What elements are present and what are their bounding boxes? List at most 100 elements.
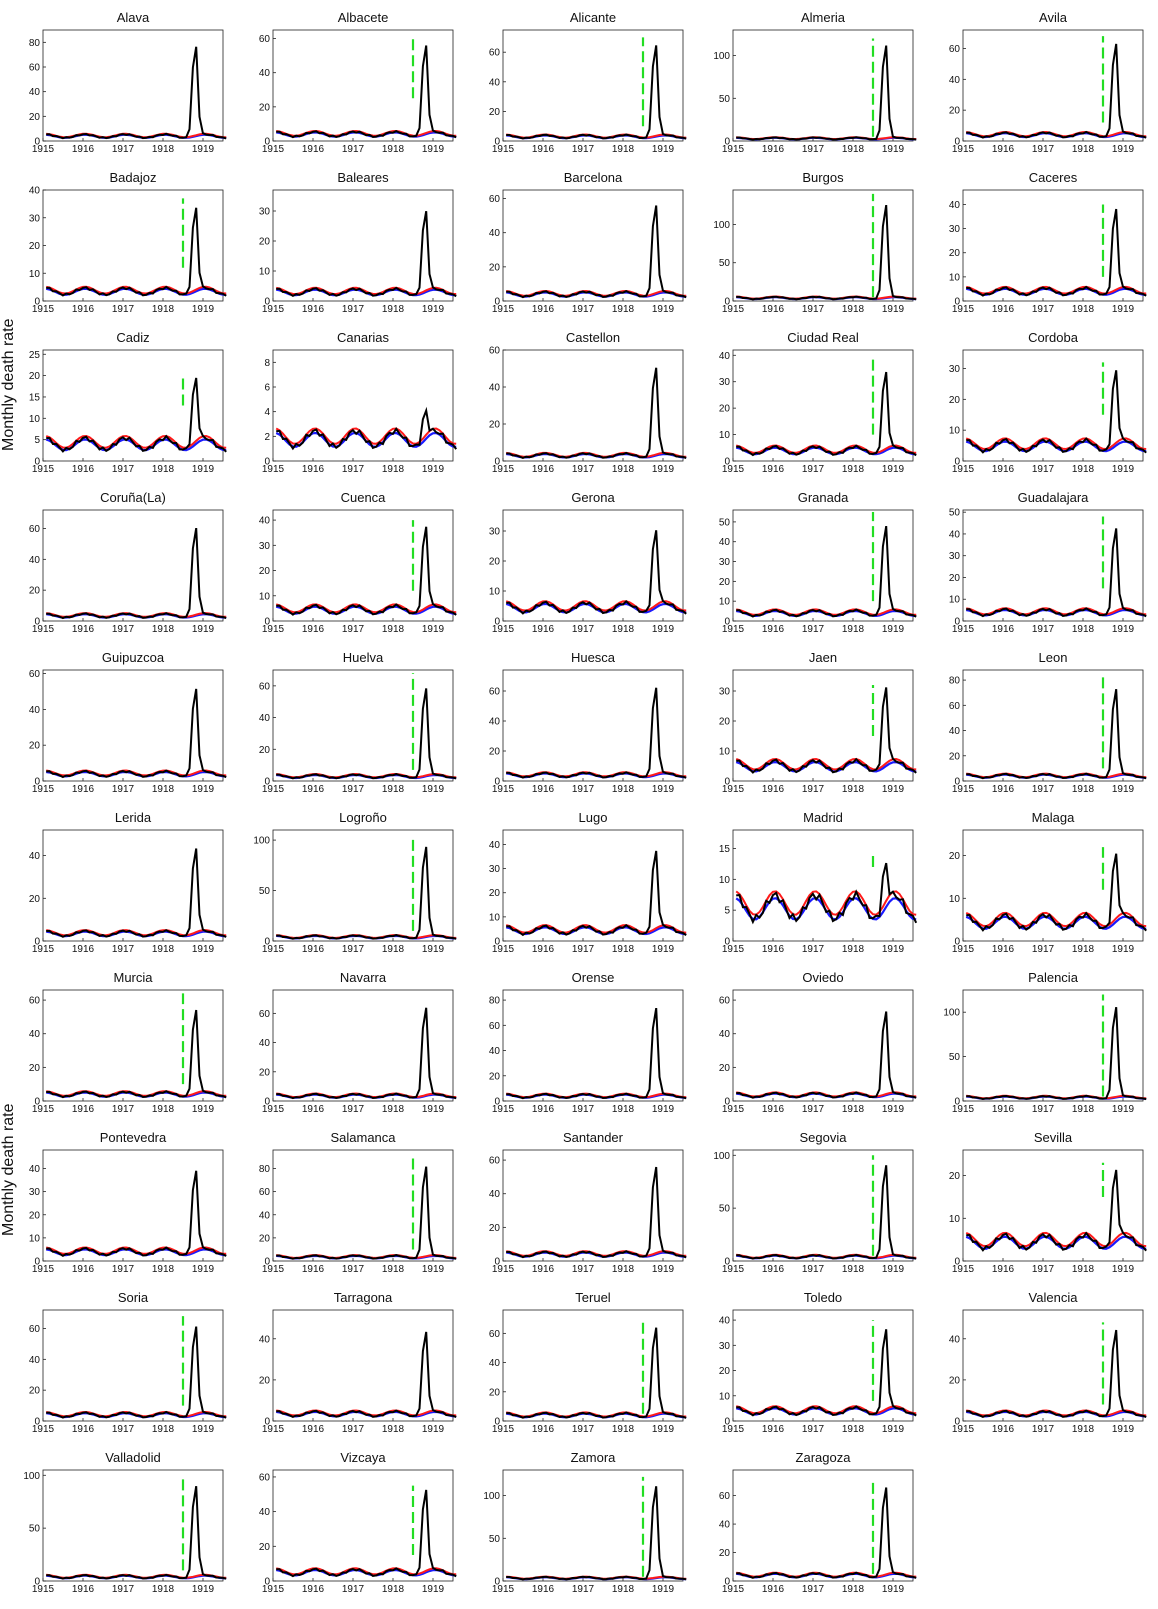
y-tick-label: 20 — [949, 1375, 961, 1386]
y-tick-label: 60 — [489, 1329, 501, 1340]
x-tick-label: 1917 — [572, 464, 595, 475]
x-tick-label: 1916 — [762, 1104, 785, 1115]
y-tick-label: 60 — [259, 1472, 271, 1483]
panel-baleares: Baleares 0 10 20 30 1915 1916 1917 1918 1919 — [259, 170, 457, 315]
x-tick-label: 1919 — [1112, 304, 1135, 315]
x-tick-label: 1919 — [422, 144, 445, 155]
y-tick-label: 60 — [29, 669, 41, 680]
panel-almeria: Almeria 0 50 100 1915 1916 1917 1918 1919 — [713, 10, 917, 155]
x-tick-label: 1918 — [842, 624, 865, 635]
x-tick-label: 1916 — [532, 304, 555, 315]
x-tick-label: 1916 — [532, 1264, 555, 1275]
x-tick-label: 1916 — [762, 144, 785, 155]
panel-valencia: Valencia 0 20 40 1915 1916 1917 1918 1919 — [949, 1290, 1147, 1435]
y-tick-label: 0 — [954, 457, 960, 468]
y-tick-label: 0 — [34, 457, 40, 468]
y-tick-label: 40 — [29, 186, 41, 197]
y-tick-label: 30 — [489, 527, 501, 538]
panel-title: Barcelona — [564, 170, 623, 185]
y-tick-label: 20 — [29, 241, 41, 252]
panel-title: Lugo — [579, 810, 608, 825]
series-observed — [46, 688, 227, 779]
plot-frame — [732, 669, 914, 782]
panel-title: Coruña(La) — [100, 490, 166, 505]
plot-frame — [272, 989, 454, 1102]
x-tick-label: 1915 — [722, 944, 745, 955]
plot-frame — [732, 189, 914, 302]
y-tick-label: 0 — [954, 137, 960, 148]
y-tick-label: 10 — [29, 1233, 41, 1244]
y-tick-label: 0 — [264, 1097, 270, 1108]
panel-santander: Santander 0 20 40 60 1915 1916 1917 1918 1919 — [489, 1130, 687, 1275]
y-tick-label: 30 — [719, 1341, 731, 1352]
y-tick-label: 40 — [489, 1046, 501, 1057]
x-tick-label: 1919 — [1112, 784, 1135, 795]
x-tick-label: 1915 — [32, 1584, 55, 1595]
panel-title: Alava — [117, 10, 150, 25]
x-tick-label: 1918 — [1072, 144, 1095, 155]
plot-frame — [962, 829, 1144, 942]
panel-jaen: Jaen 0 10 20 30 1915 1916 1917 1918 1919 — [719, 650, 917, 795]
series-observed — [276, 45, 457, 139]
y-tick-label: 20 — [489, 1071, 501, 1082]
panel-lugo: Lugo 0 10 20 30 40 1915 1916 1917 1918 1919 — [489, 810, 687, 955]
x-tick-label: 1916 — [762, 784, 785, 795]
y-tick-label: 0 — [494, 1417, 500, 1428]
panel-title: Santander — [563, 1130, 624, 1145]
x-tick-label: 1919 — [192, 1104, 215, 1115]
y-tick-label: 100 — [713, 51, 730, 62]
plot-frame — [502, 1309, 684, 1422]
y-tick-label: 0 — [494, 777, 500, 788]
panel-title: Zamora — [571, 1450, 617, 1465]
panel-title: Canarias — [337, 330, 390, 345]
x-tick-label: 1915 — [32, 304, 55, 315]
y-tick-label: 60 — [719, 996, 731, 1007]
series-observed — [46, 527, 227, 620]
series-observed — [506, 850, 687, 937]
x-tick-label: 1915 — [952, 784, 975, 795]
x-tick-label: 1917 — [802, 624, 825, 635]
y-tick-label: 0 — [34, 937, 40, 948]
x-tick-label: 1916 — [762, 304, 785, 315]
panel-title: Jaen — [809, 650, 837, 665]
x-tick-label: 1918 — [152, 944, 175, 955]
y-tick-label: 40 — [489, 840, 501, 851]
y-tick-label: 30 — [29, 213, 41, 224]
x-tick-label: 1915 — [492, 304, 515, 315]
x-tick-label: 1919 — [1112, 144, 1135, 155]
plot-frame — [502, 669, 684, 782]
panel-title: Badajoz — [110, 170, 157, 185]
y-tick-label: 40 — [719, 537, 731, 548]
panel-sevilla: Sevilla 0 10 20 1915 1916 1917 1918 1919 — [949, 1130, 1147, 1275]
x-tick-label: 1915 — [952, 624, 975, 635]
panel-title: Orense — [572, 970, 615, 985]
x-tick-label: 1917 — [1032, 304, 1055, 315]
y-tick-label: 0 — [34, 297, 40, 308]
y-tick-label: 50 — [719, 1204, 731, 1215]
plot-frame — [962, 509, 1144, 622]
y-tick-label: 60 — [949, 701, 961, 712]
x-tick-label: 1916 — [992, 944, 1015, 955]
y-tick-label: 20 — [489, 107, 501, 118]
x-tick-label: 1916 — [532, 1104, 555, 1115]
y-tick-label: 20 — [259, 1233, 271, 1244]
y-tick-label: 60 — [259, 1187, 271, 1198]
y-tick-label: 10 — [949, 894, 961, 905]
panel-title: Vizcaya — [340, 1450, 386, 1465]
x-tick-label: 1919 — [192, 1424, 215, 1435]
x-tick-label: 1919 — [652, 624, 675, 635]
series-observed — [736, 862, 918, 925]
x-tick-label: 1917 — [572, 784, 595, 795]
y-tick-label: 20 — [489, 888, 501, 899]
y-tick-label: 100 — [483, 1491, 500, 1502]
x-tick-label: 1915 — [492, 1584, 515, 1595]
panel-tarragona: Tarragona 0 20 40 1915 1916 1917 1918 1919 — [259, 1290, 457, 1435]
panel-alicante: Alicante 0 20 40 60 1915 1916 1917 1918 1919 — [489, 10, 687, 155]
y-tick-label: 20 — [259, 745, 271, 756]
panel-palencia: Palencia 0 50 100 1915 1916 1917 1918 1919 — [943, 970, 1147, 1115]
panel-title: Cadiz — [116, 330, 149, 345]
x-tick-label: 1918 — [382, 624, 405, 635]
x-tick-label: 1917 — [572, 304, 595, 315]
x-tick-label: 1919 — [192, 624, 215, 635]
x-tick-label: 1915 — [492, 144, 515, 155]
